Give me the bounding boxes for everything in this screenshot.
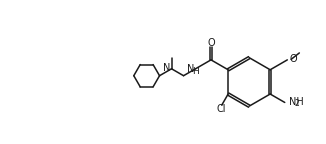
Text: N: N [187, 64, 194, 74]
Text: N: N [163, 64, 170, 73]
Text: NH: NH [289, 97, 304, 107]
Text: O: O [207, 38, 215, 48]
Text: 2: 2 [295, 99, 299, 108]
Text: Cl: Cl [216, 104, 226, 114]
Text: H: H [192, 67, 199, 76]
Text: O: O [290, 54, 297, 64]
